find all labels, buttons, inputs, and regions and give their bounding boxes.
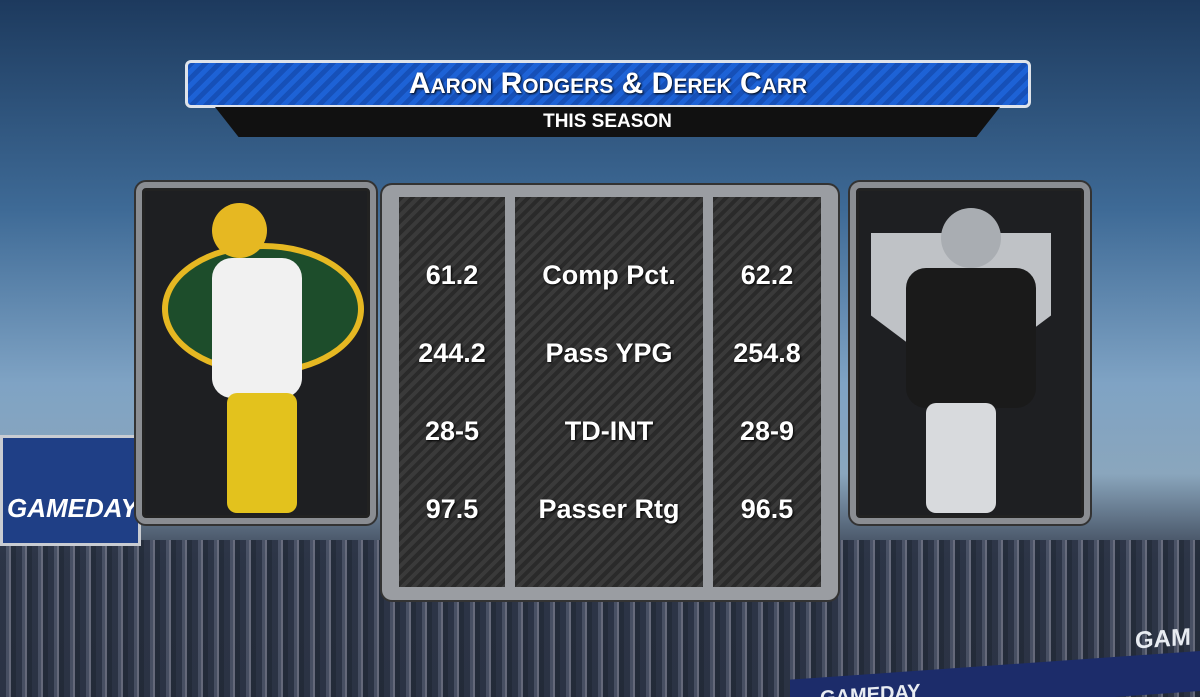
right-value: 28-9 <box>739 416 795 446</box>
right-value: 96.5 <box>740 494 794 524</box>
player-jersey <box>906 268 1036 408</box>
left-column <box>399 197 505 587</box>
sign-text: GAMEDAY <box>7 493 138 523</box>
title-bar: Aaron Rodgers & Derek Carr <box>185 60 1031 108</box>
left-value: 61.2 <box>425 260 479 290</box>
sign-text: GAMEDAY <box>820 680 921 697</box>
player-pants <box>926 403 996 513</box>
sign-text: GAM <box>1135 623 1191 655</box>
player-helmet <box>941 208 1001 268</box>
left-value: 97.5 <box>425 494 479 524</box>
left-value: 244.2 <box>418 338 486 368</box>
title: Aaron Rodgers & Derek Carr <box>408 67 808 100</box>
stat-name: Passer Rtg <box>538 494 680 524</box>
player-helmet <box>212 203 267 258</box>
subtitle-bar: THIS SEASON <box>215 107 1000 137</box>
left-value: 28-5 <box>424 416 480 446</box>
right-column <box>713 197 821 587</box>
stats-panel <box>382 185 838 600</box>
player-pants <box>227 393 297 513</box>
left-photo-panel <box>136 182 376 524</box>
stat-name: TD-INT <box>564 416 654 446</box>
stat-name: Comp Pct. <box>542 260 676 290</box>
right-value: 62.2 <box>740 260 794 290</box>
sign-board: GAMEDAY <box>0 435 141 546</box>
subtitle: THIS SEASON <box>543 111 672 132</box>
player-jersey <box>212 258 302 398</box>
stat-name: Pass YPG <box>545 338 673 368</box>
right-photo-panel <box>850 182 1090 524</box>
stat-column <box>515 197 703 587</box>
right-value: 254.8 <box>733 338 801 368</box>
